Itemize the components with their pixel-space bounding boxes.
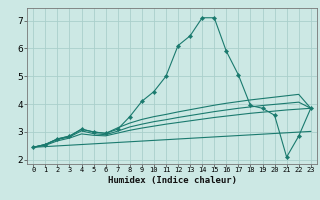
- X-axis label: Humidex (Indice chaleur): Humidex (Indice chaleur): [108, 176, 236, 185]
